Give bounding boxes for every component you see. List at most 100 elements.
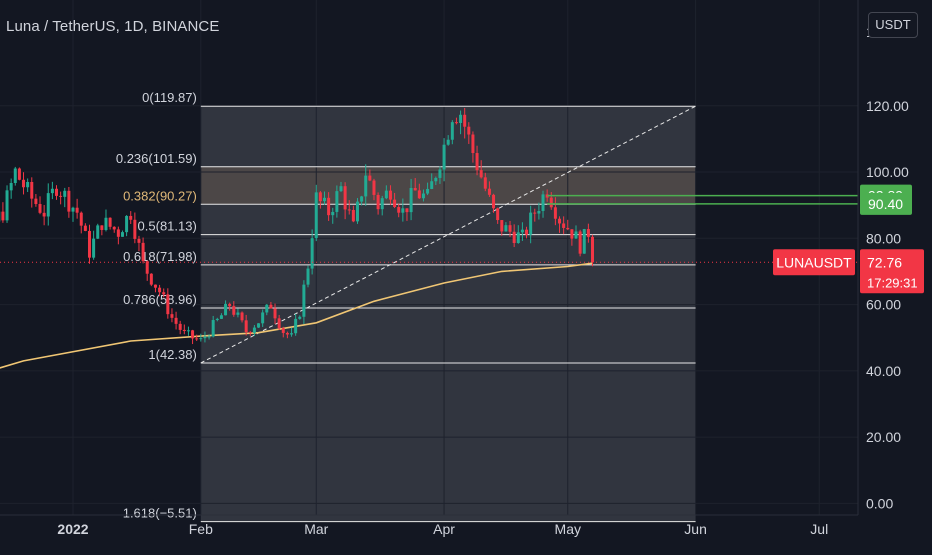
candle-body — [162, 292, 165, 294]
candle-body — [298, 317, 301, 319]
candle-body — [129, 216, 132, 220]
candle-body — [195, 338, 198, 339]
candle-body — [459, 115, 462, 123]
y-tick-label: 120.00 — [866, 98, 909, 114]
candle-body — [451, 122, 454, 140]
candle-body — [579, 231, 582, 253]
candle-body — [166, 294, 169, 314]
candle-body — [480, 170, 483, 177]
candle-body — [175, 318, 178, 324]
candle-body — [113, 227, 116, 230]
candle-body — [476, 153, 479, 170]
candle-body — [401, 208, 404, 212]
candle-body — [220, 315, 223, 319]
candle-body — [509, 225, 512, 232]
candle-body — [282, 328, 285, 333]
candle-body — [179, 324, 182, 330]
candle-body — [241, 313, 244, 321]
candle-body — [14, 168, 17, 183]
candle-body — [125, 216, 128, 232]
candle-body — [245, 320, 248, 332]
candle-body — [43, 213, 46, 217]
candle-body — [269, 305, 272, 309]
candle-body — [348, 209, 351, 210]
candle-body — [59, 196, 62, 197]
y-tick-label: 0.00 — [866, 495, 893, 511]
candle-body — [372, 181, 375, 195]
fib-level-label: 1(42.38) — [148, 347, 196, 362]
candle-body — [121, 232, 124, 237]
candle-body — [405, 208, 408, 212]
candle-body — [393, 200, 396, 207]
candle-body — [199, 338, 202, 339]
candle-body — [492, 195, 495, 208]
candle-body — [39, 204, 42, 213]
candle-body — [18, 168, 21, 179]
x-tick-label: 2022 — [57, 521, 88, 537]
candle-body — [274, 308, 277, 318]
candle-body — [352, 210, 355, 221]
fib-level-label: 0.236(101.59) — [116, 151, 197, 166]
candle-body — [525, 230, 528, 235]
candle-body — [455, 122, 458, 123]
candle-body — [133, 220, 136, 239]
candle-body — [224, 304, 227, 315]
candle-body — [216, 319, 219, 320]
candle-body — [331, 212, 334, 215]
candle-body — [212, 320, 215, 336]
candle-body — [109, 218, 112, 227]
y-tick-label: 20.00 — [866, 429, 901, 445]
candle-body — [307, 269, 310, 285]
candle-body — [327, 198, 330, 215]
fib-level-label: 1.618(−5.51) — [123, 506, 197, 521]
candle-body — [517, 232, 520, 243]
candle-body — [315, 192, 318, 238]
candle-body — [356, 202, 359, 222]
candle-body — [294, 319, 297, 333]
y-tick-label: 100.00 — [866, 164, 909, 180]
candle-body — [339, 186, 342, 191]
currency-button[interactable]: USDT — [868, 12, 918, 38]
x-tick-label: Apr — [433, 521, 455, 537]
candle-body — [142, 243, 145, 261]
candle-body — [558, 219, 561, 224]
candle-body — [434, 178, 437, 181]
candle-body — [323, 198, 326, 201]
candle-body — [488, 189, 491, 195]
candle-body — [302, 285, 305, 317]
candle-body — [410, 188, 413, 212]
candle-body — [278, 318, 281, 328]
candle-body — [471, 135, 474, 154]
fib-level-label: 0(119.87) — [142, 90, 197, 105]
candle-body — [397, 207, 400, 213]
candle-body — [583, 229, 586, 254]
candle-body — [187, 330, 190, 331]
candle-body — [591, 237, 594, 262]
candle-body — [104, 218, 107, 230]
candle-body — [438, 169, 441, 177]
candle-body — [10, 183, 13, 190]
candle-body — [249, 332, 252, 333]
candle-body — [496, 208, 499, 220]
candle-body — [26, 182, 29, 187]
candle-body — [170, 314, 173, 318]
candle-body — [63, 191, 66, 197]
fib-level-label: 0.382(90.27) — [123, 188, 197, 203]
y-tick-label: 80.00 — [866, 230, 901, 246]
chart-title: Luna / TetherUS, 1D, BINANCE — [6, 18, 219, 35]
candle-body — [253, 328, 256, 333]
candle-body — [22, 180, 25, 187]
candle-body — [319, 192, 322, 201]
fib-level-label: 0.618(71.98) — [123, 249, 197, 264]
candle-body — [426, 189, 429, 194]
candle-body — [537, 211, 540, 214]
candle-body — [529, 213, 532, 235]
candle-body — [504, 225, 507, 231]
candle-body — [208, 336, 211, 337]
candle-body — [290, 333, 293, 334]
x-tick-label: Jul — [810, 521, 828, 537]
candle-body — [265, 305, 268, 313]
candle-body — [72, 208, 75, 212]
